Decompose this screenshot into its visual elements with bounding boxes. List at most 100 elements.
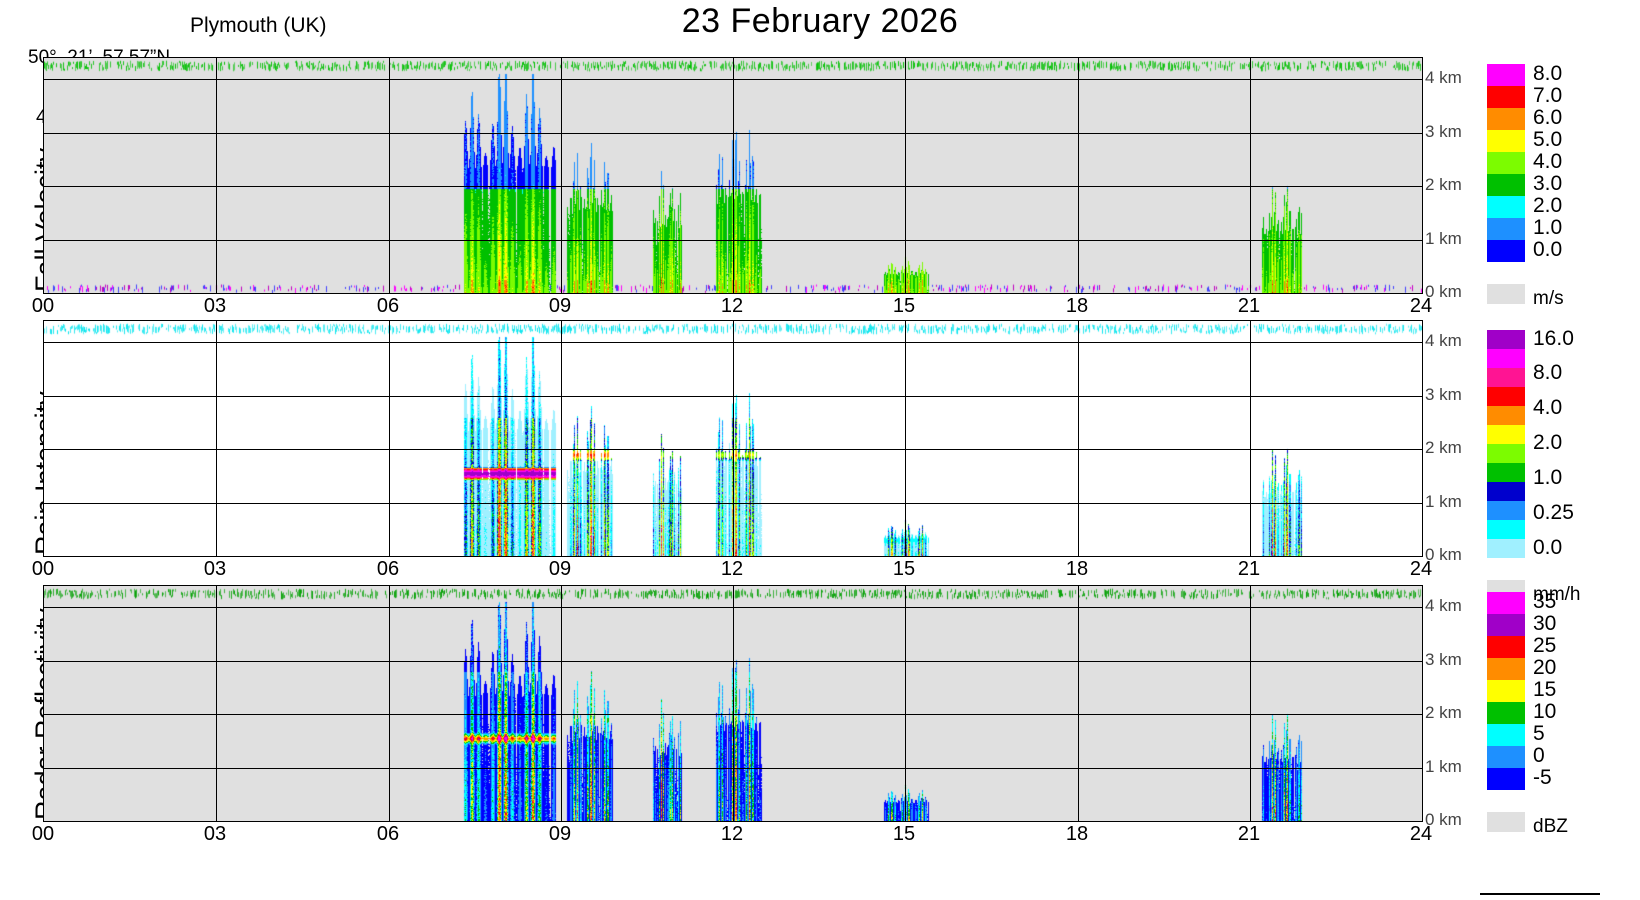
gridline-v-06 [389,321,390,556]
footer-rule [1480,893,1600,895]
colorbar-label: 8.0 [1533,62,1563,85]
colorbar-band [1487,724,1525,746]
x-tick-21: 21 [1237,823,1261,845]
gridline-v-09 [561,321,562,556]
plot-area-radar-reflectivity[interactable] [43,585,1423,822]
gridline-v-03 [216,586,217,821]
colorbar-label: 0.0 [1533,536,1563,559]
colorbar-band [1487,108,1525,130]
x-tick-09: 09 [548,823,572,845]
colorbar-band [1487,86,1525,108]
x-tick-21: 21 [1237,558,1261,580]
gridline-v-12 [733,321,734,556]
gridline-v-21 [1250,58,1251,293]
station-name: Plymouth (UK) [190,14,327,37]
colorbar-label: 0.25 [1533,501,1574,524]
colorbar-band [1487,387,1525,406]
colorbar-band [1487,520,1525,539]
colorbar-band [1487,680,1525,702]
colorbar-band [1487,130,1525,152]
y-tick-2km: 2 km [1425,438,1462,457]
colorbar-band [1487,482,1525,501]
panel-rain-intensity: Rain Intensity0003060912151821240 km1 km… [0,320,1640,595]
colorbar-label: 7.0 [1533,84,1563,107]
gridline-v-06 [389,586,390,821]
y-tick-3km: 3 km [1425,122,1462,141]
colorbar-strip-rain-intensity [1487,330,1525,558]
header: 50° 21’ 57.57”N 4° 8’ 51.70”W Plymouth (… [0,0,1640,128]
y-tick-2km: 2 km [1425,703,1462,722]
x-tick-03: 03 [203,823,227,845]
gridline-v-12 [733,58,734,293]
colorbar-strip-fall-velocity [1487,64,1525,262]
x-tick-09: 09 [548,558,572,580]
colorbar-band [1487,406,1525,425]
x-tick-12: 12 [720,823,744,845]
x-tick-15: 15 [892,295,916,317]
colorbar-label: 20 [1533,656,1557,679]
colorbar-band [1487,702,1525,724]
x-tick-12: 12 [720,558,744,580]
y-tick-1km: 1 km [1425,757,1462,776]
gridline-v-15 [905,586,906,821]
colorbar-label: 35 [1533,590,1557,613]
colorbar-label: 2.0 [1533,431,1563,454]
x-tick-00: 00 [31,295,55,317]
colorbar-label: 4.0 [1533,396,1563,419]
colorbar-label: -5 [1533,766,1552,789]
gridline-v-21 [1250,321,1251,556]
colorbar-band [1487,768,1525,790]
colorbar-label: 6.0 [1533,106,1563,129]
colorbar-label: 16.0 [1533,327,1574,350]
colorbar-label: 25 [1533,634,1557,657]
x-tick-18: 18 [1065,558,1089,580]
colorbar-band [1487,463,1525,482]
colorbar-nodata-swatch [1487,284,1525,304]
gridline-v-06 [389,58,390,293]
x-tick-06: 06 [376,823,400,845]
gridline-v-12 [733,586,734,821]
colorbar-band [1487,330,1525,349]
gridline-v-18 [1078,586,1079,821]
page-title: 23 February 2026 [0,2,1640,41]
gridline-v-09 [561,586,562,821]
colorbar-label: 5.0 [1533,128,1563,151]
x-tick-21: 21 [1237,295,1261,317]
y-tick-0km: 0 km [1425,282,1462,301]
gridline-v-03 [216,58,217,293]
colorbar-band [1487,174,1525,196]
colorbar-band [1487,368,1525,387]
colorbar-band [1487,614,1525,636]
x-tick-15: 15 [892,558,916,580]
colorbar-band [1487,539,1525,558]
gridline-v-03 [216,321,217,556]
colorbar-label: 30 [1533,612,1557,635]
plot-area-fall-velocity[interactable] [43,57,1423,294]
colorbar-band [1487,64,1525,86]
title-year: 2026 [880,2,959,40]
y-tick-4km: 4 km [1425,68,1462,87]
colorbar-band [1487,240,1525,262]
x-tick-24: 24 [1409,295,1433,317]
gridline-v-15 [905,321,906,556]
colorbar-band [1487,501,1525,520]
colorbar-band [1487,658,1525,680]
x-tick-09: 09 [548,295,572,317]
colorbar-label: 4.0 [1533,150,1563,173]
colorbar-strip-radar-reflectivity [1487,592,1525,790]
colorbar-band [1487,592,1525,614]
plot-area-rain-intensity[interactable] [43,320,1423,557]
x-tick-06: 06 [376,558,400,580]
x-tick-15: 15 [892,823,916,845]
colorbar-label: 1.0 [1533,466,1563,489]
x-tick-03: 03 [203,558,227,580]
x-tick-03: 03 [203,295,227,317]
panel-fall-velocity: Fall Velocity0003060912151821240 km1 km2… [0,57,1640,332]
gridline-v-18 [1078,321,1079,556]
y-tick-0km: 0 km [1425,545,1462,564]
colorbar-label: 5 [1533,722,1545,745]
colorbar-label: 8.0 [1533,361,1563,384]
y-tick-1km: 1 km [1425,229,1462,248]
x-tick-18: 18 [1065,823,1089,845]
y-tick-1km: 1 km [1425,492,1462,511]
